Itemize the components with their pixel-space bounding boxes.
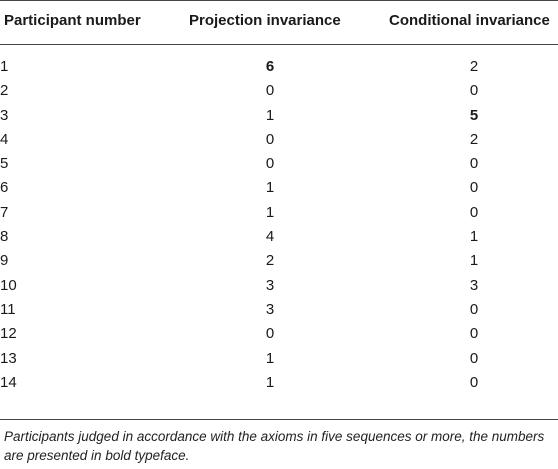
projection-invariance-cell: 3: [265, 300, 275, 318]
table-row: 13 1 0: [0, 347, 558, 371]
table-top-rule: [0, 0, 558, 1]
table-row: 11 3 0: [0, 298, 558, 322]
conditional-invariance-cell: 0: [469, 300, 479, 318]
participant-number-cell: 14: [0, 373, 17, 391]
table-row: 8 4 1: [0, 225, 558, 249]
header-participant-number: Participant number: [4, 12, 141, 29]
participant-number-cell: 12: [0, 325, 17, 343]
conditional-invariance-cell: 0: [469, 179, 479, 197]
participant-number-cell: 3: [0, 106, 9, 124]
table-row: 9 2 1: [0, 249, 558, 273]
table-row: 2 0 0: [0, 79, 558, 103]
conditional-invariance-cell: 3: [469, 276, 479, 294]
conditional-invariance-cell: 5: [469, 106, 479, 124]
projection-invariance-cell: 4: [265, 228, 275, 246]
conditional-invariance-cell: 2: [469, 130, 479, 148]
participant-number-cell: 5: [0, 155, 9, 173]
table-row: 10 3 3: [0, 274, 558, 298]
conditional-invariance-cell: 0: [469, 349, 479, 367]
participant-number-cell: 9: [0, 252, 9, 270]
projection-invariance-cell: 1: [265, 106, 275, 124]
participant-number-cell: 1: [0, 58, 9, 75]
participant-number-cell: 13: [0, 349, 17, 367]
header-rule: [0, 44, 558, 45]
table-row: 5 0 0: [0, 152, 558, 176]
projection-invariance-cell: 1: [265, 349, 275, 367]
conditional-invariance-cell: 0: [469, 82, 479, 100]
projection-invariance-cell: 0: [265, 325, 275, 343]
participant-number-cell: 10: [0, 276, 17, 294]
projection-invariance-cell: 0: [265, 82, 275, 100]
projection-invariance-cell: 1: [265, 203, 275, 221]
table-row: 4 0 2: [0, 128, 558, 152]
conditional-invariance-cell: 1: [469, 228, 479, 246]
table-row: 3 1 5: [0, 104, 558, 128]
projection-invariance-cell: 6: [265, 58, 275, 75]
projection-invariance-cell: 0: [265, 155, 275, 173]
projection-invariance-cell: 2: [265, 252, 275, 270]
conditional-invariance-cell: 0: [469, 325, 479, 343]
projection-invariance-cell: 3: [265, 276, 275, 294]
table-row: 1 6 2: [0, 55, 558, 79]
projection-invariance-cell: 1: [265, 373, 275, 391]
table-row: 7 1 0: [0, 201, 558, 225]
participant-number-cell: 11: [0, 300, 16, 318]
header-projection-invariance: Projection invariance: [189, 12, 341, 29]
conditional-invariance-cell: 0: [469, 373, 479, 391]
table-footnote: Participants judged in accordance with t…: [4, 429, 545, 463]
table-body: 1 6 2 2 0 0 3 1 5 4 0 2 5 0 0 6 1 0 7 1 0 8 4 1 9 2 1 10 3 3 11 3 0 12 0 0 1…: [0, 55, 558, 395]
projection-invariance-cell: 0: [265, 130, 275, 148]
participant-number-cell: 6: [0, 179, 9, 197]
table-row: 12 0 0: [0, 322, 558, 346]
conditional-invariance-cell: 1: [469, 252, 479, 270]
conditional-invariance-cell: 0: [469, 155, 479, 173]
table-row: 6 1 0: [0, 176, 558, 200]
table-row: 14 1 0: [0, 371, 558, 395]
conditional-invariance-cell: 0: [469, 203, 479, 221]
participant-number-cell: 4: [0, 130, 9, 148]
table-bottom-rule: [0, 419, 558, 420]
projection-invariance-cell: 1: [265, 179, 275, 197]
conditional-invariance-cell: 2: [469, 58, 479, 75]
participant-number-cell: 8: [0, 228, 9, 246]
header-conditional-invariance: Conditional invariance: [389, 12, 550, 29]
participant-number-cell: 7: [0, 203, 9, 221]
participant-number-cell: 2: [0, 82, 9, 100]
